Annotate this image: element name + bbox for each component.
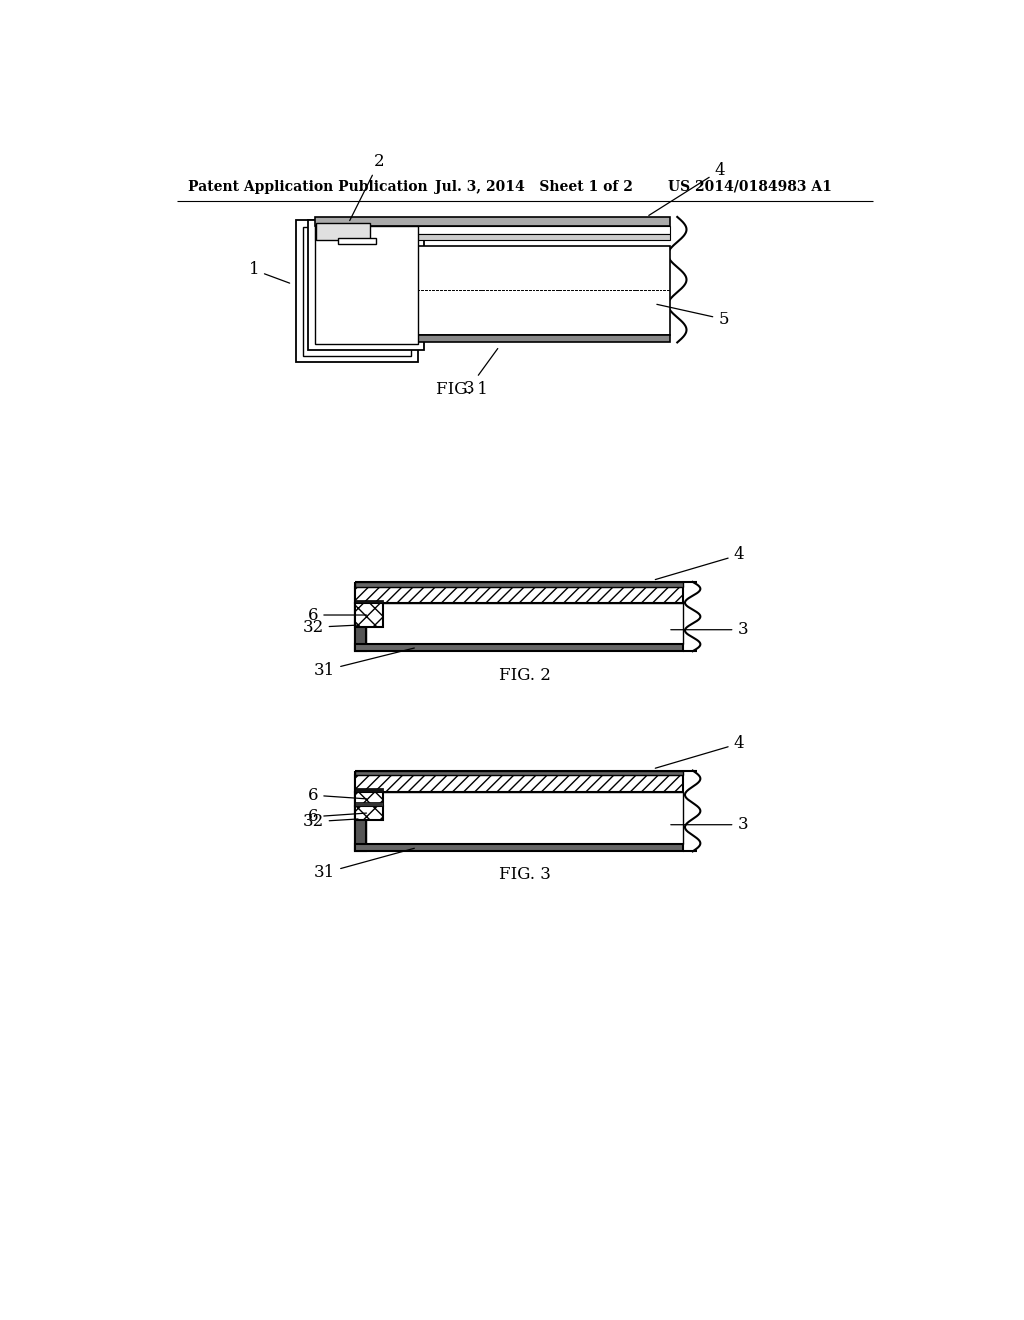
Text: 3: 3 [463, 348, 498, 397]
Bar [308, 220, 424, 350]
Bar [355, 603, 367, 651]
Text: FIG. 2: FIG. 2 [499, 668, 551, 684]
Bar [314, 234, 670, 240]
Text: FIG. 1: FIG. 1 [436, 381, 487, 397]
Text: Jul. 3, 2014   Sheet 1 of 2: Jul. 3, 2014 Sheet 1 of 2 [435, 180, 633, 194]
Text: 4: 4 [655, 546, 744, 579]
Bar [355, 843, 683, 851]
Bar [303, 227, 411, 355]
Bar [355, 792, 367, 851]
Bar [355, 586, 683, 603]
Text: 3: 3 [671, 816, 748, 833]
Bar [367, 603, 683, 644]
Text: 31: 31 [314, 849, 415, 882]
Bar [338, 238, 376, 244]
Text: 1: 1 [249, 261, 290, 282]
Text: US 2014/0184983 A1: US 2014/0184983 A1 [668, 180, 831, 194]
Bar [355, 582, 683, 586]
Text: 4: 4 [649, 162, 725, 215]
Text: 4: 4 [655, 735, 744, 768]
Bar [355, 771, 683, 775]
Bar [355, 807, 383, 820]
Text: 6: 6 [308, 787, 367, 804]
Text: 31: 31 [314, 648, 415, 678]
Bar [367, 792, 683, 843]
Text: FIG. 3: FIG. 3 [499, 866, 551, 883]
Bar [355, 803, 383, 807]
Bar [316, 223, 370, 240]
Bar [314, 226, 418, 345]
Text: 2: 2 [350, 153, 385, 220]
Bar [355, 788, 383, 792]
Bar [321, 335, 670, 342]
Bar [314, 226, 670, 234]
Bar [355, 603, 383, 627]
Text: 32: 32 [302, 813, 358, 830]
Bar [321, 246, 670, 335]
Bar [355, 599, 383, 603]
Text: 32: 32 [302, 619, 358, 636]
Text: 6: 6 [308, 606, 367, 623]
Bar [296, 220, 418, 363]
Bar [355, 775, 683, 792]
Bar [314, 216, 670, 226]
Bar [355, 644, 683, 651]
Text: 5: 5 [656, 305, 729, 327]
Text: 6: 6 [308, 808, 367, 825]
Text: 3: 3 [671, 622, 748, 638]
Text: Patent Application Publication: Patent Application Publication [188, 180, 428, 194]
Bar [355, 792, 383, 807]
